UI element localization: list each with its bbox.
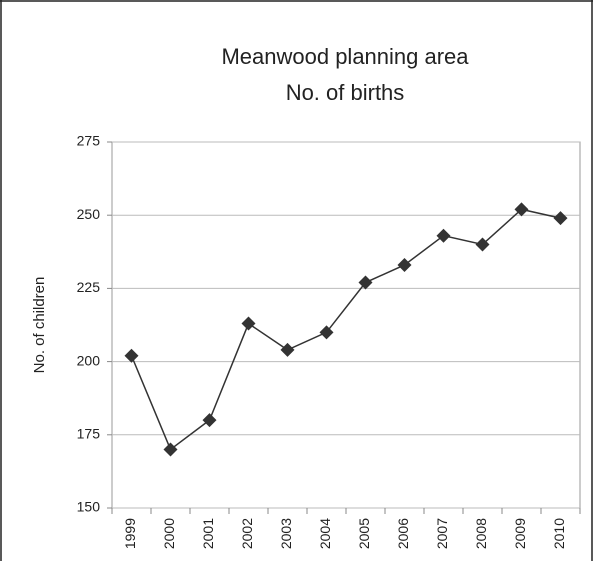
marker [358, 275, 373, 290]
marker [436, 228, 451, 243]
y-tick-label: 250 [77, 206, 101, 222]
marker [319, 325, 334, 340]
y-tick-label: 200 [77, 352, 101, 368]
marker [241, 316, 256, 331]
chart-title: Meanwood planning area [221, 44, 469, 69]
x-tick-label: 2006 [395, 518, 411, 549]
chart-subtitle: No. of births [286, 80, 405, 105]
marker [163, 442, 178, 457]
x-tick-label: 2009 [512, 518, 528, 549]
x-tick-label: 2001 [200, 518, 216, 549]
x-tick-label: 2002 [239, 518, 255, 549]
y-tick-label: 275 [77, 133, 101, 149]
marker [514, 202, 529, 217]
y-tick-label: 150 [77, 499, 101, 515]
x-tick-label: 1999 [122, 518, 138, 549]
x-tick-label: 2004 [317, 518, 333, 549]
x-tick-label: 2010 [551, 518, 567, 549]
x-tick-label: 2007 [434, 518, 450, 549]
marker [475, 237, 490, 252]
y-axis-label: No. of children [31, 277, 48, 374]
marker [280, 342, 295, 357]
marker [124, 348, 139, 363]
x-tick-label: 2003 [278, 518, 294, 549]
x-tick-label: 2008 [473, 518, 489, 549]
line [130, 208, 561, 451]
marker [202, 413, 217, 428]
marker [397, 257, 412, 272]
plot-area [111, 141, 581, 509]
x-tick-label: 2000 [161, 518, 177, 549]
marker [553, 211, 568, 226]
y-tick-label: 225 [77, 279, 101, 295]
y-tick-label: 175 [77, 426, 101, 442]
x-tick-label: 2005 [356, 518, 372, 549]
